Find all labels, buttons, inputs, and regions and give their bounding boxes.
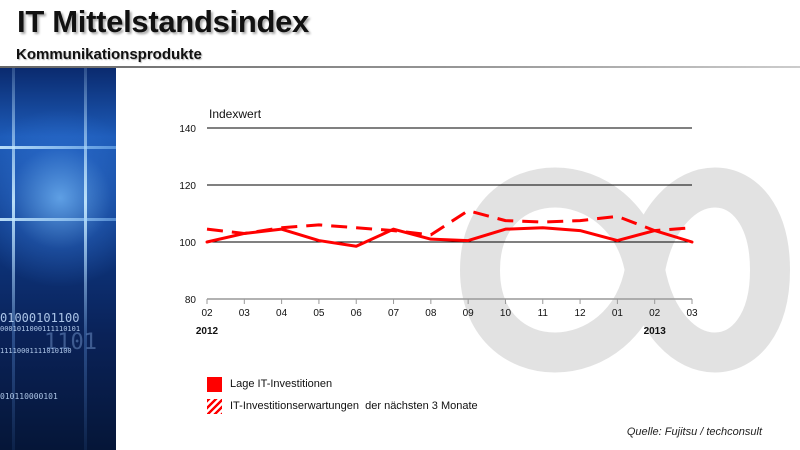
x-tick-label: 08 xyxy=(425,308,437,319)
page-subtitle: Kommunikationsprodukte xyxy=(16,46,202,63)
sidebar-grid-line xyxy=(12,68,15,450)
y-tick-label: 80 xyxy=(185,295,197,306)
sidebar-grid-line xyxy=(0,146,116,149)
x-tick-label: 01 xyxy=(612,308,624,319)
year-label: 2012 xyxy=(196,326,219,337)
y-tick-label: 140 xyxy=(179,124,196,135)
source-note: Quelle: Fujitsu / techconsult xyxy=(626,426,762,438)
sidebar-grid-line xyxy=(0,218,116,221)
legend-item-dashed: IT-Investitionserwartungen der nächsten … xyxy=(207,395,478,417)
x-tick-label: 03 xyxy=(239,308,251,319)
y-axis-label: Indexwert xyxy=(209,107,262,121)
sidebar-decoration: 01000101100 0001011000111110101 1101 111… xyxy=(0,68,116,450)
x-tick-label: 07 xyxy=(388,308,400,319)
legend-swatch-solid xyxy=(207,376,222,392)
legend-item-solid: Lage IT-Investitionen xyxy=(207,373,478,395)
series-line-solid xyxy=(205,226,694,248)
x-tick-label: 05 xyxy=(313,308,325,319)
binary-text: 1101 xyxy=(44,330,97,355)
x-tick-label: 10 xyxy=(500,308,512,319)
x-tick-label: 12 xyxy=(575,308,587,319)
x-tick-label: 03 xyxy=(686,308,698,319)
x-tick-label: 02 xyxy=(649,308,661,319)
series-line-dashed xyxy=(206,209,693,237)
y-tick-label: 100 xyxy=(179,238,196,249)
x-tick-label: 06 xyxy=(351,308,363,319)
header-divider xyxy=(0,66,800,68)
year-label: 2013 xyxy=(644,326,667,337)
legend-label: IT-Investitionserwartungen der nächsten … xyxy=(230,400,478,412)
legend-swatch-hatched xyxy=(207,398,222,414)
x-tick-label: 09 xyxy=(463,308,475,319)
y-tick-label: 120 xyxy=(179,181,196,192)
binary-text: 11110001111010100 xyxy=(0,347,72,355)
sidebar-glow xyxy=(0,108,116,288)
sidebar-grid-line xyxy=(84,68,87,450)
page-title: IT Mittelstandsindex xyxy=(17,4,309,39)
infinity-logo-watermark xyxy=(459,167,791,373)
x-tick-label: 04 xyxy=(276,308,288,319)
binary-text: 0001011000111110101 xyxy=(0,325,81,333)
chart-legend: Lage IT-Investitionen IT-Investitionserw… xyxy=(207,373,478,417)
x-tick-label: 11 xyxy=(538,308,549,319)
legend-label: Lage IT-Investitionen xyxy=(230,378,333,390)
x-tick-label: 02 xyxy=(201,308,213,319)
binary-text: 01000101100 xyxy=(0,311,80,325)
binary-text: 010110000101 xyxy=(0,392,58,401)
